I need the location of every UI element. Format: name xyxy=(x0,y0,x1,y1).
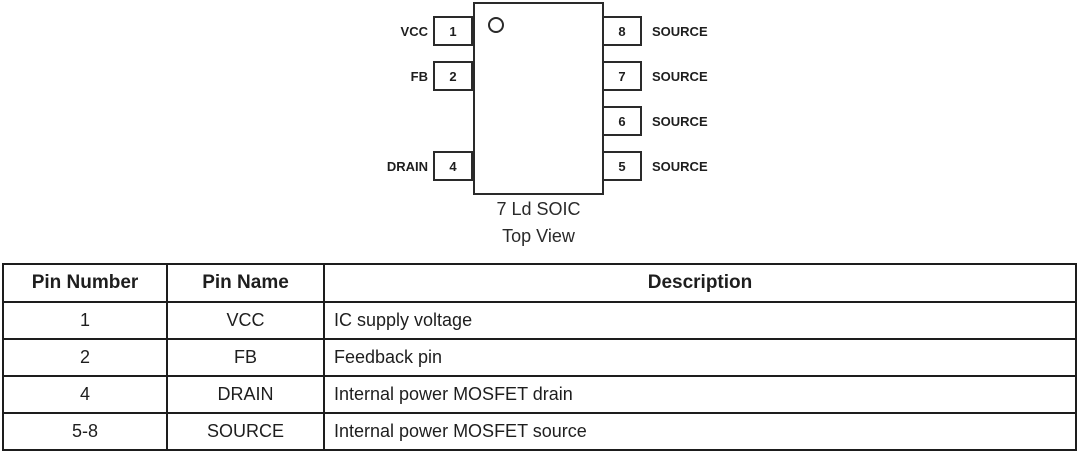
cell-pin-name: VCC xyxy=(166,301,325,340)
table-row: 4 DRAIN Internal power MOSFET drain xyxy=(2,375,1077,414)
cell-pin-name: SOURCE xyxy=(166,412,325,451)
pin-name-label: SOURCE xyxy=(652,23,708,39)
pin-number-box: 4 xyxy=(433,151,473,181)
table-header-row: Pin Number Pin Name Description xyxy=(2,263,1077,303)
cell-description: Internal power MOSFET drain xyxy=(323,375,1077,414)
cell-description: Internal power MOSFET source xyxy=(323,412,1077,451)
pin-row-6: 6 SOURCE xyxy=(602,106,708,136)
pin-row-5: 5 SOURCE xyxy=(602,151,708,181)
pin-row-8: 8 SOURCE xyxy=(602,16,708,46)
pin-row-2: FB 2 xyxy=(340,61,473,91)
pin-number-box: 6 xyxy=(602,106,642,136)
pin-name-label: VCC xyxy=(400,23,428,39)
pin-name-label: SOURCE xyxy=(652,158,708,174)
pin-row-1: VCC 1 xyxy=(340,16,473,46)
pin-row-7: 7 SOURCE xyxy=(602,61,708,91)
cell-pin-number: 5-8 xyxy=(2,412,168,451)
pin-description-table: Pin Number Pin Name Description 1 VCC IC… xyxy=(2,263,1077,451)
cell-pin-name: DRAIN xyxy=(166,375,325,414)
pin-name-label: SOURCE xyxy=(652,113,708,129)
table-row: 1 VCC IC supply voltage xyxy=(2,301,1077,340)
header-pin-name: Pin Name xyxy=(166,263,325,303)
ic-package-body xyxy=(473,2,604,195)
cell-pin-number: 2 xyxy=(2,338,168,377)
table-row: 5-8 SOURCE Internal power MOSFET source xyxy=(2,412,1077,451)
pin-name-label: FB xyxy=(410,68,428,84)
cell-description: IC supply voltage xyxy=(323,301,1077,340)
pin-number-box: 2 xyxy=(433,61,473,91)
cell-pin-number: 1 xyxy=(2,301,168,340)
pin-name-label: SOURCE xyxy=(652,68,708,84)
view-caption: Top View xyxy=(502,226,575,246)
ic-package-diagram: VCC 1 FB 2 DRAIN 4 8 SOURCE 7 SOURCE 6 S… xyxy=(340,2,708,246)
cell-pin-number: 4 xyxy=(2,375,168,414)
header-description: Description xyxy=(323,263,1077,303)
table-row: 2 FB Feedback pin xyxy=(2,338,1077,377)
cell-pin-name: FB xyxy=(166,338,325,377)
pin-number-box: 5 xyxy=(602,151,642,181)
pin-number-box: 1 xyxy=(433,16,473,46)
pin-number-box: 8 xyxy=(602,16,642,46)
pin-number-box: 7 xyxy=(602,61,642,91)
cell-description: Feedback pin xyxy=(323,338,1077,377)
pin-row-4: DRAIN 4 xyxy=(340,151,473,181)
header-pin-number: Pin Number xyxy=(2,263,168,303)
pin-name-label: DRAIN xyxy=(386,158,428,174)
package-type-caption: 7 Ld SOIC xyxy=(496,199,581,219)
pin1-indicator-dot xyxy=(488,17,504,33)
